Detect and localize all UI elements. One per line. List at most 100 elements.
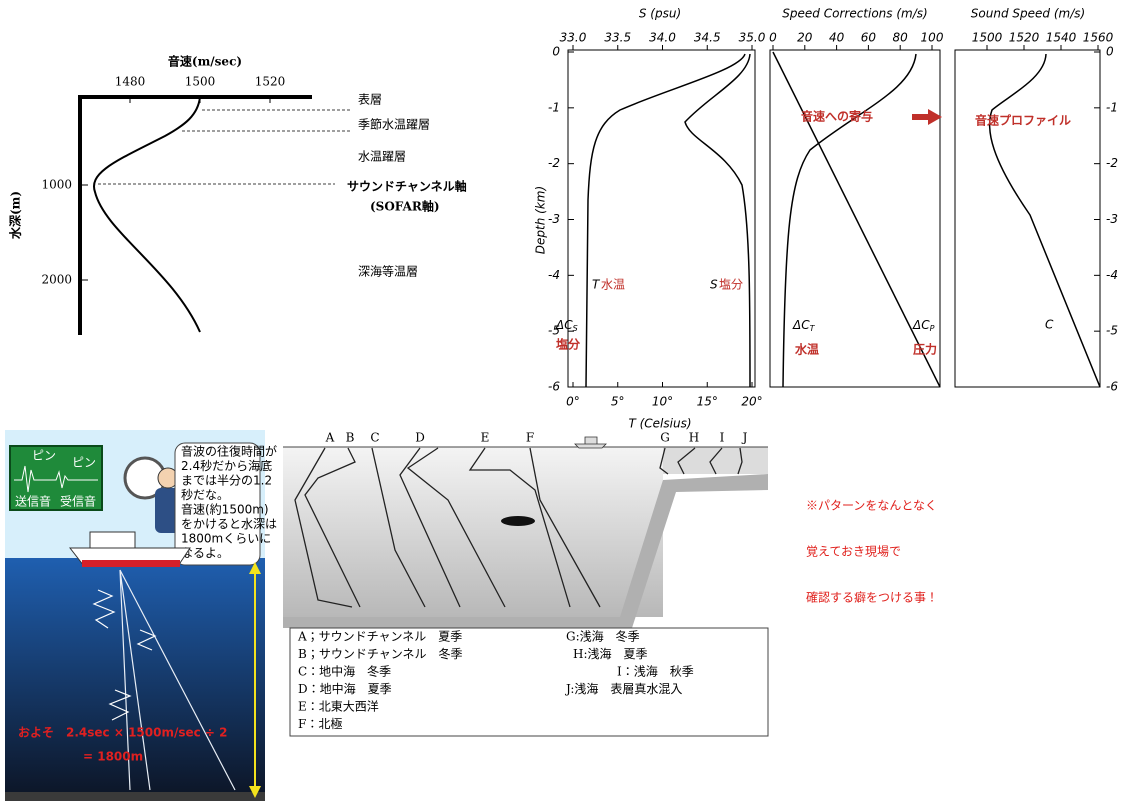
send-label: 送信音 bbox=[15, 494, 51, 509]
ping-label: ピン bbox=[72, 456, 96, 470]
bubble-text: 音波の往復時間が bbox=[181, 444, 277, 459]
panel-title: Sound Speed (m/s) bbox=[971, 7, 1085, 21]
profile-letter: B bbox=[346, 431, 355, 445]
ping-wave bbox=[14, 465, 98, 493]
top-tick-label: 0 bbox=[769, 31, 777, 45]
annotation-text: 音速プロファイル bbox=[975, 113, 1071, 128]
legend-entry: B；サウンドチャンネル 冬季 bbox=[298, 646, 462, 661]
bubble-text: 1800mくらいに bbox=[181, 532, 271, 546]
temperature-curve bbox=[585, 53, 746, 388]
depth-tick-label: -5 bbox=[1106, 324, 1118, 338]
annotation-text: 塩分 bbox=[556, 337, 581, 352]
top-tick-label: 20 bbox=[797, 31, 813, 45]
profile-letter: G bbox=[660, 431, 670, 445]
legend-entry: G:浅海 冬季 bbox=[566, 629, 640, 644]
subscript: T bbox=[810, 324, 816, 333]
bubble-text: 2.4秒だから海底 bbox=[181, 459, 272, 473]
red-arrow bbox=[912, 109, 942, 125]
sound-profile-curve bbox=[988, 53, 1101, 388]
layer-label: 水温躍層 bbox=[358, 150, 406, 164]
top-tick-label: 60 bbox=[861, 31, 877, 45]
annotation-text: 圧力 bbox=[913, 342, 937, 357]
depth-tick-label: 0 bbox=[552, 45, 560, 59]
ship-cabin bbox=[89, 531, 136, 549]
profile-letter: I bbox=[720, 431, 725, 445]
profile-title: 音速(m/sec) bbox=[168, 54, 242, 69]
y-tick-label: 1000 bbox=[41, 178, 72, 192]
water-column bbox=[283, 447, 663, 617]
layer-label: サウンドチャンネル軸 bbox=[347, 179, 467, 194]
y-axis-label: 水深(m) bbox=[8, 191, 23, 240]
bottom-tick-label: 0° bbox=[566, 395, 580, 409]
sound-speed-curve bbox=[93, 96, 201, 333]
legend-entry: H:浅海 夏季 bbox=[573, 647, 648, 661]
depth-tick-label: -2 bbox=[1106, 156, 1118, 170]
panel-frame bbox=[954, 49, 1101, 388]
legend-entry: E：北東大西洋 bbox=[298, 699, 379, 714]
dct-curve bbox=[782, 53, 917, 388]
top-tick-label: 33.5 bbox=[604, 31, 631, 45]
layer-label: (SOFAR軸) bbox=[370, 199, 440, 214]
delta-c: ΔC bbox=[792, 318, 810, 332]
legend-entry: D：地中海 夏季 bbox=[298, 681, 392, 696]
x-tick-label: 1500 bbox=[185, 75, 216, 89]
dcp-line bbox=[772, 51, 941, 388]
subscript: S bbox=[573, 324, 578, 333]
ship-waterline bbox=[82, 560, 180, 567]
panel-title: Speed Corrections (m/s) bbox=[782, 7, 927, 21]
sea-bed bbox=[283, 474, 768, 628]
profile-letter: A bbox=[325, 431, 335, 445]
echo-zigzag bbox=[92, 589, 157, 721]
legend-box bbox=[289, 627, 769, 737]
ping-label: ピン bbox=[32, 449, 56, 463]
ship-icon bbox=[574, 436, 607, 449]
speech-bubble bbox=[174, 442, 261, 566]
depth-tick-label: -1 bbox=[1106, 100, 1118, 114]
depth-tick-label: -3 bbox=[1106, 212, 1118, 226]
top-tick-label: 1540 bbox=[1046, 31, 1077, 45]
salinity-curve bbox=[684, 53, 751, 388]
bottom-tick-label: 15° bbox=[697, 395, 718, 409]
bubble-text: 音速(約1500m) bbox=[181, 502, 269, 517]
note-line: 覚えておき現場で bbox=[806, 545, 901, 559]
shelf-water bbox=[663, 447, 768, 474]
legend-entry: F：北極 bbox=[298, 717, 342, 731]
annotation-symbol: ΔCP bbox=[912, 318, 935, 333]
bubble-text: をかけると水深は bbox=[181, 517, 277, 531]
delta-c: ΔC bbox=[912, 318, 930, 332]
depth-tick-label: 0 bbox=[1106, 45, 1114, 59]
x-axis-label: T (Celsius) bbox=[628, 417, 691, 431]
result: = 1800m bbox=[83, 750, 143, 764]
formula: およそ 2.4sec × 1500m/sec ÷ 2 bbox=[18, 726, 228, 740]
annotation-text: 塩分 bbox=[719, 277, 743, 292]
depth-tick-label: -1 bbox=[548, 100, 560, 114]
depth-tick-label: -6 bbox=[1106, 380, 1118, 394]
profile-lines bbox=[294, 447, 743, 608]
bottom-tick-label: 20° bbox=[741, 395, 762, 409]
bottom-tick-label: 10° bbox=[652, 395, 673, 409]
profile-letter: J bbox=[741, 431, 748, 445]
annotation-symbol: ΔCT bbox=[792, 318, 816, 333]
annotation-symbol: T bbox=[592, 278, 601, 292]
annotation-symbol: S bbox=[710, 278, 718, 292]
top-tick-label: 40 bbox=[829, 31, 845, 45]
top-tick-label: 1520 bbox=[1009, 31, 1040, 45]
legend-entry: I：浅海 秋季 bbox=[617, 665, 694, 679]
panel-title: S (psu) bbox=[639, 7, 681, 21]
profile-letter: C bbox=[370, 431, 379, 445]
depth-tick-label: -5 bbox=[548, 324, 560, 338]
profile-letter: D bbox=[415, 431, 425, 445]
layer-label: 季節水温躍層 bbox=[358, 118, 430, 132]
subscript: P bbox=[930, 324, 935, 333]
bubble-text: 秒だな。 bbox=[181, 488, 229, 502]
top-tick-label: 34.5 bbox=[694, 31, 721, 45]
note-line: ※パターンをなんとなく bbox=[806, 499, 937, 513]
sound-ray bbox=[119, 569, 236, 791]
top-tick-label: 35.0 bbox=[739, 31, 766, 45]
panel-frame bbox=[769, 49, 941, 388]
annotation-text: 水温 bbox=[601, 278, 625, 292]
depth-tick-label: -4 bbox=[1106, 268, 1118, 282]
